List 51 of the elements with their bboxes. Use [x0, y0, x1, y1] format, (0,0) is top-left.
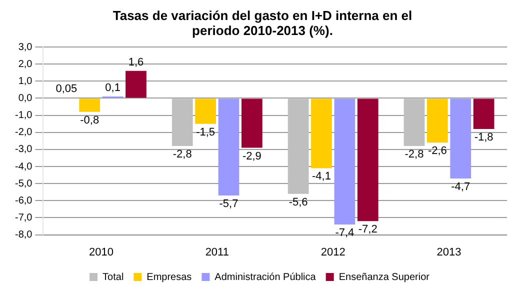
bar: [427, 98, 448, 143]
y-tick-label: 0,0: [18, 92, 33, 104]
bar: [195, 98, 216, 124]
y-tick-label: -6,0: [14, 195, 33, 206]
y-tick-label: -2,0: [14, 127, 33, 138]
bar: [357, 98, 378, 222]
y-tick-label: 3,0: [18, 42, 33, 53]
data-label: 0,05: [56, 82, 78, 95]
data-label: -0,8: [80, 114, 100, 126]
bar: [241, 98, 262, 148]
y-tick-label: 1,0: [18, 76, 33, 87]
x-tick-label: 2013: [436, 246, 462, 258]
data-label: 0,1: [105, 82, 120, 94]
data-label: -1,5: [196, 126, 216, 138]
y-tick-label: -7,0: [14, 212, 33, 224]
bar: [473, 98, 494, 129]
data-label: -7,4: [335, 227, 354, 240]
bar: [288, 98, 309, 194]
bar: [404, 98, 425, 146]
data-label: -5,6: [288, 196, 308, 208]
bar: [334, 98, 356, 225]
x-tick-label: 2012: [320, 246, 346, 258]
x-tick-label: 2010: [88, 246, 114, 258]
y-tick-label: 2,0: [18, 58, 33, 70]
y-tick-label: -5,0: [14, 178, 33, 190]
data-label: -1,8: [474, 131, 494, 144]
data-label: -2,8: [172, 148, 192, 161]
data-label: -2,6: [428, 145, 447, 158]
legend-label: Total: [102, 272, 124, 283]
bar: [172, 98, 193, 146]
legend-label: Empresas: [146, 272, 192, 283]
data-label: -4,7: [451, 180, 470, 193]
bar: [450, 98, 472, 178]
data-label: -5,7: [219, 198, 238, 210]
legend-label: Enseñanza Superior: [338, 272, 430, 283]
y-tick-label: -8,0: [14, 230, 33, 241]
bar: [126, 70, 146, 98]
x-tick-label: 2011: [205, 246, 229, 258]
data-label: 1,6: [128, 56, 144, 68]
y-tick-label: -1,0: [14, 110, 33, 122]
data-label: -2,9: [242, 150, 262, 162]
data-label: -2,8: [404, 148, 424, 161]
chart-title: Tasas de variación del gasto en I+D interna en el periodo 2010-2013 (%).: [112, 8, 414, 38]
bar: [218, 98, 240, 196]
bar: [311, 98, 332, 168]
bar: [79, 98, 100, 112]
data-label: -4,1: [312, 170, 331, 183]
data-label: -7,2: [358, 224, 378, 236]
y-tick-label: -3,0: [14, 144, 33, 156]
legend-label: Administración Pública: [214, 272, 316, 283]
y-tick-label: -4,0: [14, 161, 33, 172]
